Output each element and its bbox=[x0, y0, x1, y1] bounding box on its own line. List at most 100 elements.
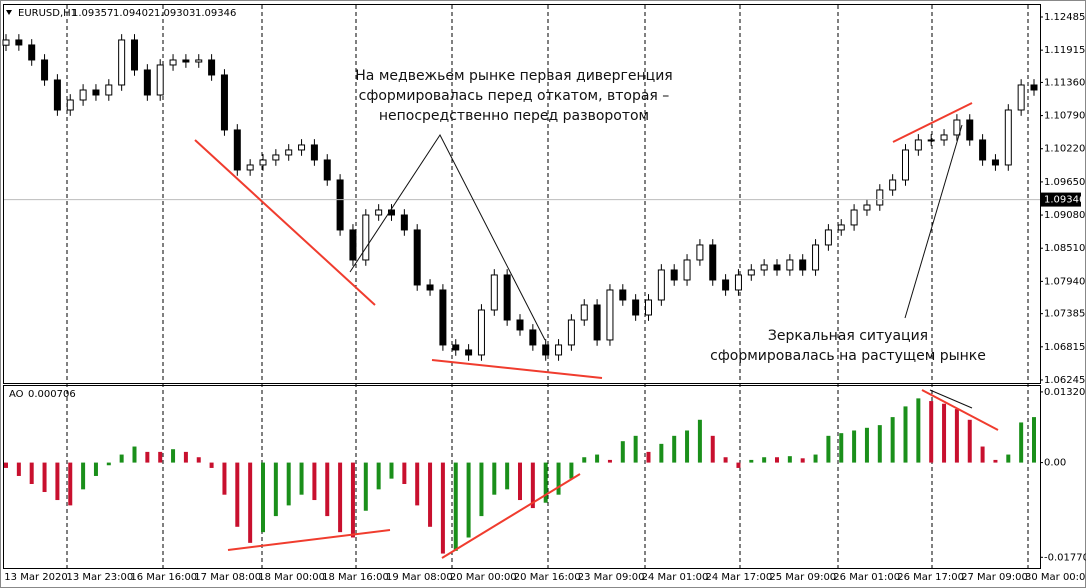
candle-body bbox=[375, 209, 383, 216]
candle-body bbox=[272, 154, 280, 161]
y-tick-label: 0.013209 bbox=[1044, 387, 1086, 398]
trend-line bbox=[194, 139, 376, 306]
ao-bar bbox=[16, 462, 21, 476]
candle-body bbox=[837, 224, 845, 231]
y-tick-label: 1.12485 bbox=[1044, 12, 1085, 23]
x-tick-label: 18 Mar 00:00 bbox=[258, 572, 325, 583]
ao-bar bbox=[222, 462, 227, 495]
ao-bar bbox=[93, 462, 98, 476]
candle-body bbox=[529, 329, 537, 346]
ao-bar bbox=[273, 462, 278, 517]
ao-bar bbox=[697, 419, 702, 463]
ao-bar bbox=[620, 441, 625, 463]
x-tick-label: 19 Mar 08:00 bbox=[386, 572, 453, 583]
candle-body bbox=[696, 244, 704, 261]
candle-body bbox=[15, 39, 23, 46]
candle-body bbox=[722, 279, 730, 291]
x-tick-label: 20 Mar 00:00 bbox=[450, 572, 517, 583]
candle-body bbox=[824, 229, 832, 246]
candle-body bbox=[285, 149, 293, 156]
y-tick-label: 1.11360 bbox=[1044, 77, 1085, 88]
drawings bbox=[194, 102, 999, 559]
candle-body bbox=[156, 64, 164, 96]
y-tick-label: 1.10790 bbox=[1044, 111, 1085, 122]
x-tick-label: 16 Mar 16:00 bbox=[130, 572, 197, 583]
x-tick-label: 24 Mar 17:00 bbox=[706, 572, 773, 583]
ao-bar bbox=[852, 430, 857, 463]
header-value: 1.09346 bbox=[195, 8, 236, 19]
y-tick-label: 1.11915 bbox=[1044, 45, 1085, 56]
ao-bar bbox=[350, 462, 355, 538]
annotation: непосредственно перед разворотом bbox=[379, 108, 649, 124]
candle-body bbox=[349, 229, 357, 261]
candle-body bbox=[747, 269, 755, 276]
candle-body bbox=[902, 149, 909, 181]
callout-line bbox=[929, 389, 973, 409]
ao-bar bbox=[68, 462, 73, 506]
x-tick-label: 25 Mar 09:00 bbox=[769, 572, 836, 583]
ao-panel bbox=[3, 385, 1041, 569]
candle-body bbox=[709, 244, 717, 281]
candle-body bbox=[118, 39, 126, 86]
candle-body bbox=[2, 39, 10, 46]
candle-body bbox=[991, 159, 999, 166]
ao-bar bbox=[877, 425, 882, 463]
ao-bar bbox=[800, 458, 805, 463]
candle-body bbox=[760, 264, 768, 271]
candle-body bbox=[1030, 84, 1038, 91]
ao-bar bbox=[440, 462, 445, 554]
candle-body bbox=[336, 179, 344, 231]
candle-body bbox=[195, 59, 203, 63]
ao-bar bbox=[826, 435, 831, 463]
candle-body bbox=[863, 204, 871, 211]
callout-line bbox=[349, 134, 546, 341]
candle-body bbox=[914, 139, 922, 151]
ao-bar bbox=[299, 462, 304, 495]
candle-body bbox=[298, 144, 306, 151]
ao-bar bbox=[248, 462, 253, 543]
callout-line bbox=[904, 124, 963, 319]
ao-bar bbox=[839, 433, 844, 463]
candle-body bbox=[979, 139, 987, 161]
candle-body bbox=[812, 244, 820, 271]
candle-body bbox=[246, 164, 254, 171]
y-tick-label: 1.07940 bbox=[1044, 276, 1085, 287]
x-tick-label: 24 Mar 01:00 bbox=[642, 572, 709, 583]
ao-bar bbox=[595, 454, 600, 463]
ao-bar bbox=[543, 462, 548, 503]
x-tick-label: 30 Mar 00:00 bbox=[1025, 572, 1086, 583]
ao-bar bbox=[787, 456, 792, 463]
chart-title: EURUSD,H1 bbox=[18, 8, 77, 19]
ao-bar bbox=[376, 462, 381, 490]
ao-bar bbox=[1019, 422, 1024, 463]
ao-bar bbox=[325, 462, 330, 517]
ao-bar bbox=[916, 398, 921, 463]
y-tick-label: 0.00 bbox=[1044, 458, 1066, 469]
ao-bar bbox=[261, 462, 265, 533]
candle-body bbox=[169, 59, 177, 66]
candle-body bbox=[439, 289, 447, 346]
ao-bar bbox=[1032, 417, 1036, 463]
candle-body bbox=[92, 89, 100, 96]
candle-body bbox=[786, 259, 794, 271]
x-tick-label: 18 Mar 16:00 bbox=[322, 572, 389, 583]
ao-bar bbox=[209, 462, 214, 468]
ao-bar bbox=[736, 462, 741, 468]
candle-body bbox=[799, 259, 807, 271]
ao-bar bbox=[145, 451, 150, 463]
trend-line bbox=[441, 473, 581, 559]
ao-bar bbox=[890, 417, 895, 463]
annotation: Зеркальная ситуация bbox=[768, 328, 928, 344]
current-price-box bbox=[1041, 192, 1081, 207]
x-tick-label: 20 Mar 16:00 bbox=[514, 572, 581, 583]
ao-bar bbox=[967, 419, 972, 463]
ao-bar bbox=[556, 462, 561, 495]
ao-bar bbox=[106, 462, 111, 466]
ao-bar bbox=[235, 462, 240, 527]
y-tick-label: 1.08510 bbox=[1044, 243, 1085, 254]
ao-bar bbox=[518, 462, 522, 501]
ao-bar bbox=[338, 462, 343, 533]
x-tick-label: 17 Mar 08:00 bbox=[194, 572, 261, 583]
candle-body bbox=[28, 44, 36, 61]
candle-body bbox=[1004, 109, 1012, 166]
